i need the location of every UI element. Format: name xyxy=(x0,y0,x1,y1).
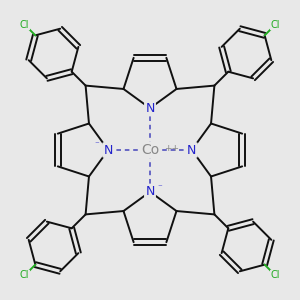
Text: N: N xyxy=(187,143,196,157)
Text: N: N xyxy=(145,102,155,115)
Text: Cl: Cl xyxy=(20,20,29,30)
Text: N: N xyxy=(103,143,113,157)
Text: ⁻: ⁻ xyxy=(94,140,99,149)
Text: Co: Co xyxy=(141,143,159,157)
Text: ⁻: ⁻ xyxy=(158,184,162,193)
Text: Cl: Cl xyxy=(20,270,29,280)
Text: Cl: Cl xyxy=(271,270,280,280)
Text: Cl: Cl xyxy=(271,20,280,30)
Text: N: N xyxy=(145,185,155,198)
Text: ++: ++ xyxy=(164,144,179,153)
